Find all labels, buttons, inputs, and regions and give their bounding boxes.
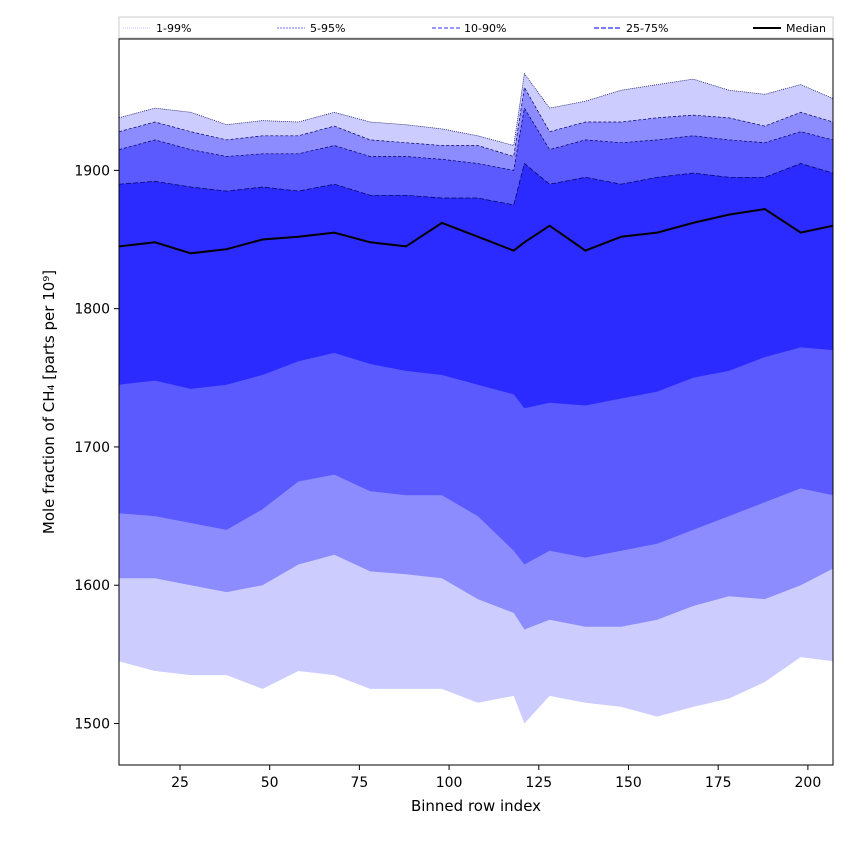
median-line [119, 208, 833, 255]
legend-label: 10-90% [464, 22, 506, 35]
y-tick-label: 1700 [74, 440, 110, 456]
bands-layer [119, 72, 833, 724]
y-tick-label: 1900 [74, 163, 110, 179]
x-tick-label: 125 [525, 775, 552, 791]
legend-label: 1-99% [156, 22, 191, 35]
plot-frame [118, 38, 834, 766]
y-tick-label: 1800 [74, 302, 110, 318]
y-axis-label: Mole fraction of CH₄ [parts per 10⁹] [40, 270, 58, 534]
x-tick-label: 100 [436, 775, 463, 791]
x-tick-label: 75 [350, 775, 368, 791]
band-upper-line-5-95pct [119, 86, 833, 157]
legend: 1-99% 5-95% 10-90% 25-75% Median [118, 16, 834, 39]
legend-label: 25-75% [626, 22, 668, 35]
y-tick-label: 1500 [74, 717, 110, 733]
band-upper-line-1-99pct [119, 72, 833, 146]
legend-frame [118, 16, 834, 39]
x-tick-label: 50 [261, 775, 279, 791]
x-axis-label: Binned row index [411, 797, 541, 815]
y-tick-label: 1600 [74, 578, 110, 594]
band-upper-line-25-75pct [119, 162, 833, 206]
y-axis: 1500 1600 1700 1800 1900 [74, 163, 119, 733]
x-tick-label: 200 [795, 775, 822, 791]
median-layer [119, 208, 833, 255]
band-upper-line-10-90pct [119, 107, 833, 171]
legend-label: Median [786, 22, 826, 35]
legend-label: 5-95% [310, 22, 345, 35]
band-25-75pct [119, 163, 833, 409]
x-tick-label: 150 [615, 775, 642, 791]
x-tick-label: 175 [705, 775, 732, 791]
x-tick-label: 25 [171, 775, 189, 791]
x-axis: 25 50 75 100 125 150 175 200 [171, 765, 821, 791]
